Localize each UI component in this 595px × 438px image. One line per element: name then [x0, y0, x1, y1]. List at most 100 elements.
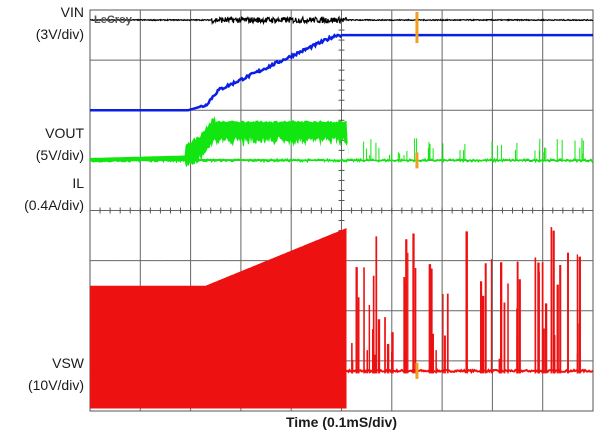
grid-dot — [109, 59, 111, 61]
grid-dot — [210, 260, 212, 262]
grid-dot — [361, 360, 363, 362]
grid-dot — [159, 59, 162, 61]
vsw-trace-baseline — [91, 367, 594, 374]
grid-dot — [532, 260, 534, 262]
grid-dot — [270, 59, 272, 61]
grid-dot — [381, 260, 383, 262]
grid-dot — [401, 360, 403, 362]
grid-dot — [401, 59, 403, 61]
x-axis-label: Time (0.1mS/div) — [285, 414, 397, 430]
il-label: IL (0.4A/div) — [24, 175, 84, 213]
vout-trace — [90, 33, 593, 112]
grid-dot — [119, 59, 121, 61]
grid-dot — [361, 59, 363, 61]
grid-dot — [401, 260, 403, 262]
grid-dot — [451, 360, 453, 362]
grid-dot — [562, 360, 564, 362]
grid-dot — [381, 59, 383, 61]
grid-dot — [200, 260, 202, 262]
vin-trace — [90, 15, 594, 26]
grid-dot — [511, 59, 514, 61]
grid-dot — [421, 360, 423, 362]
grid-dot — [250, 260, 252, 262]
grid-dot — [511, 260, 514, 262]
grid-dot — [381, 360, 383, 362]
grid-dot — [461, 59, 463, 61]
vsw-trace-fill — [90, 228, 347, 409]
grid-dot — [109, 260, 111, 262]
grid-dot — [461, 360, 463, 362]
grid-dot — [220, 260, 222, 262]
grid-dot — [320, 59, 322, 61]
grid-dot — [471, 360, 473, 362]
vout-name: VOUT — [45, 125, 84, 141]
grid-dot — [411, 360, 413, 362]
grid-dot — [411, 59, 413, 61]
grid-dot — [552, 59, 554, 61]
grid-dot — [200, 59, 202, 61]
grid-dot — [572, 260, 574, 262]
brand-logo: LeCroy — [94, 14, 133, 26]
grid-dot — [179, 59, 182, 61]
grid-dot — [421, 59, 423, 61]
vout-scale: (5V/div) — [35, 147, 84, 163]
il-name: IL — [72, 175, 84, 191]
grid-dot — [521, 59, 524, 61]
grid-dot — [330, 59, 333, 61]
grid-dot — [471, 59, 473, 61]
vsw-scale: (10V/div) — [27, 377, 84, 393]
vin-name: VIN — [60, 4, 84, 20]
grid-dot — [532, 59, 534, 61]
grid-dot — [129, 260, 131, 262]
grid-dot — [350, 59, 353, 61]
grid-dot — [230, 260, 232, 262]
grid-dot — [471, 260, 473, 262]
grid-dot — [431, 59, 433, 61]
grid-dot — [562, 260, 564, 262]
grid-dot — [451, 260, 453, 262]
grid-dot — [582, 360, 584, 362]
grid-dot — [371, 59, 373, 61]
grid-dot — [169, 59, 172, 61]
grid-dot — [129, 59, 131, 61]
il-scale: (0.4A/div) — [24, 197, 84, 213]
grid-dot — [350, 260, 353, 262]
grid-dot — [451, 59, 453, 61]
grid-dot — [179, 260, 182, 262]
grid-dot — [350, 159, 353, 161]
grid-dot — [361, 260, 363, 262]
vout-label: VOUT (5V/div) — [36, 125, 84, 163]
grid-dot — [159, 260, 162, 262]
grid-dot — [521, 260, 524, 262]
grid-dot — [371, 260, 373, 262]
grid-dot — [99, 59, 101, 61]
grid-dot — [481, 260, 483, 262]
vsw-label: VSW (10V/div) — [28, 355, 84, 393]
grid-dot — [562, 59, 564, 61]
vin-scale: (3V/div) — [35, 26, 84, 42]
grid-dot — [210, 59, 212, 61]
grid-dot — [582, 59, 584, 61]
il-trace-band — [90, 116, 349, 168]
grid-dot — [220, 59, 222, 61]
traces — [88, 12, 594, 409]
grid-dot — [310, 59, 312, 61]
grid-dot — [572, 360, 574, 362]
grid-dot — [149, 260, 151, 262]
grid-dot — [421, 260, 423, 262]
grid-dot — [260, 260, 262, 262]
vin-label: VIN (3V/div) — [36, 4, 84, 42]
grid-dot — [169, 260, 172, 262]
grid-dot — [481, 59, 483, 61]
grid-dot — [532, 360, 534, 362]
vsw-name: VSW — [52, 355, 84, 371]
il-trace-baseline — [88, 157, 594, 164]
grid-dot — [461, 260, 463, 262]
grid-dot — [582, 260, 584, 262]
grid-dot — [149, 59, 151, 61]
grid-dot — [99, 260, 101, 262]
grid-dot — [119, 260, 121, 262]
grid-dot — [501, 59, 504, 61]
grid-dot — [431, 260, 433, 262]
